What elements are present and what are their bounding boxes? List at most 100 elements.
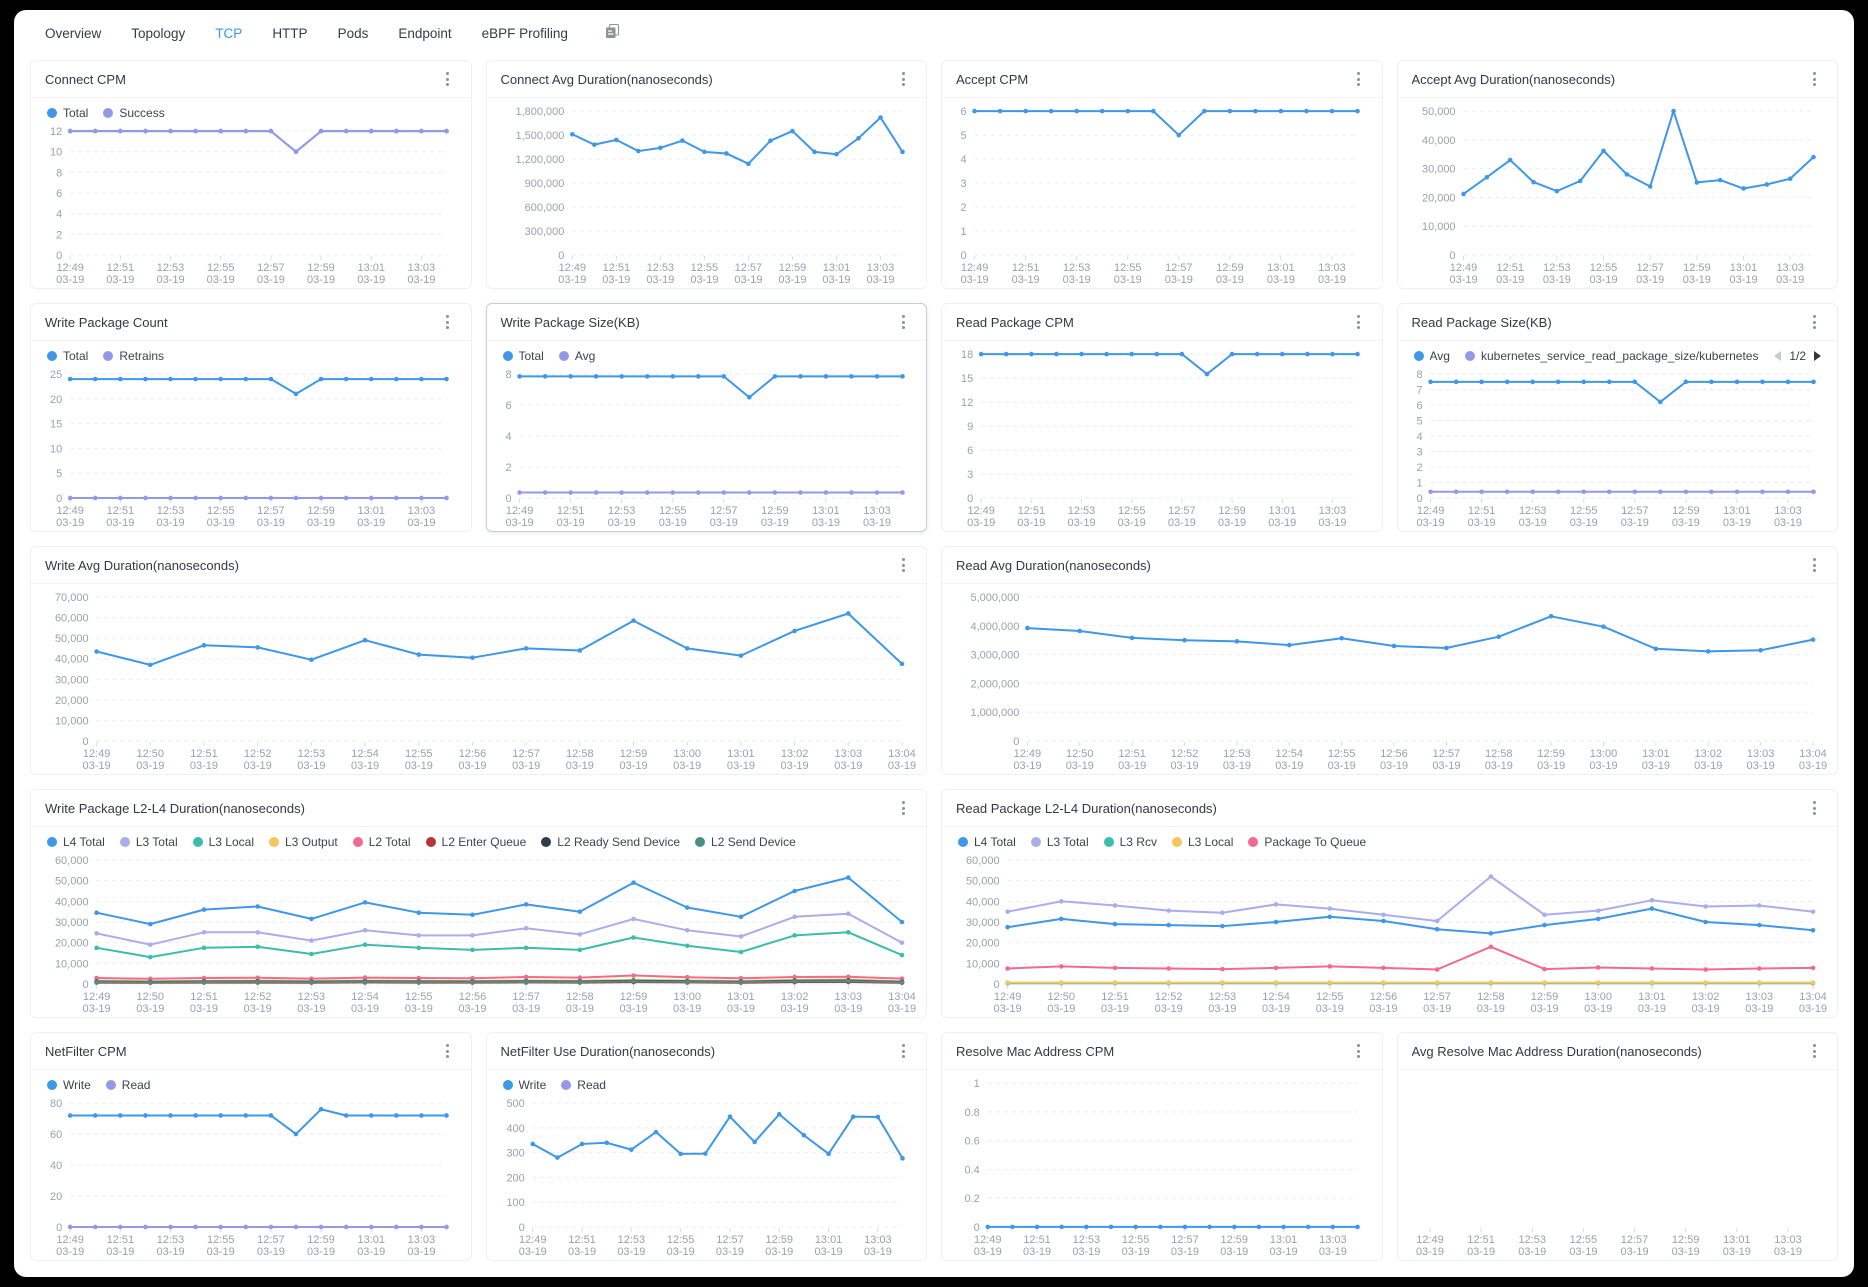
panel-menu-button[interactable] bbox=[1805, 311, 1823, 333]
legend-item[interactable]: Retrains bbox=[103, 349, 164, 363]
legend-prev-icon[interactable] bbox=[1774, 351, 1782, 361]
line-chart[interactable]: 0 2 4 6 8 12:49 03-19 12:51 03-19 12:53 03-19 12:55… bbox=[497, 367, 917, 529]
tab-overview[interactable]: Overview bbox=[45, 25, 102, 41]
legend-item[interactable]: Success bbox=[103, 106, 165, 120]
legend-item[interactable]: L2 Enter Queue bbox=[425, 835, 526, 849]
legend-item[interactable]: Total bbox=[47, 349, 88, 363]
legend-item[interactable]: L2 Ready Send Device bbox=[541, 835, 680, 849]
tab-topology[interactable]: Topology bbox=[131, 25, 186, 41]
svg-text:13:03: 13:03 bbox=[408, 262, 435, 274]
copy-pages-icon bbox=[604, 23, 621, 43]
tab-tcp[interactable]: TCP bbox=[215, 25, 243, 41]
legend-item[interactable]: Read bbox=[561, 1078, 606, 1092]
svg-text:03-19: 03-19 bbox=[781, 1003, 809, 1015]
line-chart[interactable]: 0 300,000 600,000 900,000 1,200,000 1,500,000… bbox=[497, 104, 917, 286]
line-chart[interactable]: 0 10,000 20,000 30,000 40,000 50,000 60,000 12:… bbox=[41, 853, 916, 1015]
svg-text:03-19: 03-19 bbox=[1799, 1003, 1827, 1015]
svg-text:0.6: 0.6 bbox=[965, 1136, 980, 1148]
svg-text:13:02: 13:02 bbox=[1694, 748, 1722, 760]
legend-item[interactable]: kubernetes_service_read_package_size/kub… bbox=[1464, 349, 1758, 363]
svg-text:12:59: 12:59 bbox=[778, 262, 805, 274]
panel-menu-button[interactable] bbox=[439, 311, 457, 333]
svg-text:0.8: 0.8 bbox=[965, 1107, 980, 1119]
line-chart[interactable]: 0 10,000 20,000 30,000 40,000 50,000 12:49 03-1… bbox=[1408, 104, 1828, 286]
legend-item[interactable]: L2 Total bbox=[352, 835, 411, 849]
svg-text:12:53: 12:53 bbox=[617, 1234, 644, 1246]
line-chart[interactable]: 0 100 200 300 400 500 12:49 03-19 12:51 03-19 12:5… bbox=[497, 1096, 917, 1258]
legend-item[interactable]: Total bbox=[47, 106, 88, 120]
panel-menu-button[interactable] bbox=[894, 311, 912, 333]
legend-item[interactable]: L3 Total bbox=[119, 835, 178, 849]
panel-menu-button[interactable] bbox=[894, 797, 912, 819]
svg-text:03-19: 03-19 bbox=[156, 274, 184, 286]
panel-menu-button[interactable] bbox=[1805, 68, 1823, 90]
copy-dashboard-button[interactable] bbox=[604, 23, 621, 43]
svg-text:03-19: 03-19 bbox=[834, 760, 862, 772]
svg-text:12:54: 12:54 bbox=[1276, 748, 1304, 760]
tab-ebpf-profiling[interactable]: eBPF Profiling bbox=[481, 25, 568, 41]
panel-menu-button[interactable] bbox=[894, 1040, 912, 1062]
tab-http[interactable]: HTTP bbox=[272, 25, 308, 41]
line-chart[interactable]: 0 10,000 20,000 30,000 40,000 50,000 60,000 70,… bbox=[41, 590, 916, 772]
tab-pods[interactable]: Pods bbox=[337, 25, 369, 41]
svg-text:03-19: 03-19 bbox=[257, 274, 285, 286]
panel-menu-button[interactable] bbox=[1350, 68, 1368, 90]
legend-item[interactable]: L4 Total bbox=[47, 835, 105, 849]
tab-endpoint[interactable]: Endpoint bbox=[398, 25, 452, 41]
legend-item[interactable]: Total bbox=[502, 349, 544, 363]
line-chart[interactable]: 0 1,000,000 2,000,000 3,000,000 4,000,000 5,0… bbox=[952, 590, 1827, 772]
legend-item[interactable]: Write bbox=[502, 1078, 546, 1092]
svg-text:03-19: 03-19 bbox=[765, 1246, 793, 1258]
panel-menu-button[interactable] bbox=[1805, 1040, 1823, 1062]
svg-text:0.2: 0.2 bbox=[965, 1193, 980, 1205]
line-chart[interactable]: 0 5 10 15 20 25 12:49 03-19 12:51 03-19 12:53 03-19… bbox=[41, 367, 461, 529]
svg-text:12:54: 12:54 bbox=[1262, 991, 1290, 1003]
panel-menu-button[interactable] bbox=[439, 1040, 457, 1062]
line-chart[interactable]: 0 1 2 3 4 5 6 12:49 03-19 12:51 03-19 12:53 03-19 12:… bbox=[952, 104, 1372, 286]
legend-item[interactable]: L3 Output bbox=[269, 835, 338, 849]
line-chart[interactable]: 0 10,000 20,000 30,000 40,000 50,000 60,000 12:… bbox=[952, 853, 1827, 1015]
legend-item[interactable]: L3 Total bbox=[1030, 835, 1089, 849]
legend-next-icon[interactable] bbox=[1814, 351, 1821, 361]
svg-text:03-19: 03-19 bbox=[1220, 1246, 1248, 1258]
legend-item[interactable]: Avg bbox=[1413, 349, 1450, 363]
panel-menu-button[interactable] bbox=[1805, 554, 1823, 576]
svg-text:03-19: 03-19 bbox=[974, 1246, 1002, 1258]
legend-item[interactable]: L3 Rcv bbox=[1103, 835, 1157, 849]
svg-text:1: 1 bbox=[1416, 477, 1422, 489]
panel-menu-button[interactable] bbox=[1805, 797, 1823, 819]
legend-item[interactable]: L4 Total bbox=[958, 835, 1016, 849]
panel-menu-button[interactable] bbox=[894, 68, 912, 90]
svg-text:12:53: 12:53 bbox=[607, 505, 634, 517]
legend-item[interactable]: Package To Queue bbox=[1248, 835, 1366, 849]
svg-text:03-19: 03-19 bbox=[1542, 274, 1570, 286]
svg-text:40: 40 bbox=[50, 1160, 62, 1172]
panel-menu-button[interactable] bbox=[439, 68, 457, 90]
line-chart[interactable]: 0 20 40 60 80 12:49 03-19 12:51 03-19 12:53 03-19 1… bbox=[41, 1096, 461, 1258]
panel-menu-button[interactable] bbox=[1350, 1040, 1368, 1062]
line-chart[interactable]: 0 1 2 3 4 5 6 7 8 12:49 03-19 12:51 03-19 12:53 03-19 1… bbox=[1408, 367, 1828, 529]
legend-item[interactable]: Write bbox=[47, 1078, 91, 1092]
legend-item[interactable]: Avg bbox=[558, 349, 595, 363]
svg-text:12:57: 12:57 bbox=[1621, 505, 1648, 517]
legend-label: Total bbox=[63, 106, 89, 120]
legend-dot-icon bbox=[1248, 837, 1259, 847]
svg-text:12:49: 12:49 bbox=[505, 505, 532, 517]
line-chart[interactable]: 0 2 4 6 8 10 12 12:49 03-19 12:51 03-19 12:53 03-19 1… bbox=[41, 124, 461, 286]
panel-menu-button[interactable] bbox=[894, 554, 912, 576]
svg-text:12:49: 12:49 bbox=[961, 262, 988, 274]
svg-text:12:51: 12:51 bbox=[190, 991, 218, 1003]
svg-text:03-19: 03-19 bbox=[1208, 1003, 1236, 1015]
panel-menu-button[interactable] bbox=[1350, 311, 1368, 333]
line-chart[interactable]: 0 0.2 0.4 0.6 0.8 1 12:49 03-19 12:51 03-19 12:53 0… bbox=[952, 1076, 1372, 1258]
legend-item[interactable]: Read bbox=[105, 1078, 150, 1092]
legend-item[interactable]: L2 Send Device bbox=[695, 835, 796, 849]
svg-text:12:55: 12:55 bbox=[1316, 991, 1344, 1003]
svg-text:03-19: 03-19 bbox=[1722, 517, 1750, 529]
svg-text:5,000,000: 5,000,000 bbox=[970, 592, 1019, 604]
legend-item[interactable]: L3 Local bbox=[192, 835, 254, 849]
line-chart[interactable]: 0 3 6 9 12 15 18 12:49 03-19 12:51 03-19 12:53 03-19… bbox=[952, 347, 1372, 529]
legend-item[interactable]: L3 Local bbox=[1171, 835, 1233, 849]
svg-text:03-19: 03-19 bbox=[1671, 1246, 1699, 1258]
line-chart[interactable]: 12:49 03-19 12:51 03-19 12:53 03-19 12:55 03-19… bbox=[1408, 1076, 1828, 1258]
